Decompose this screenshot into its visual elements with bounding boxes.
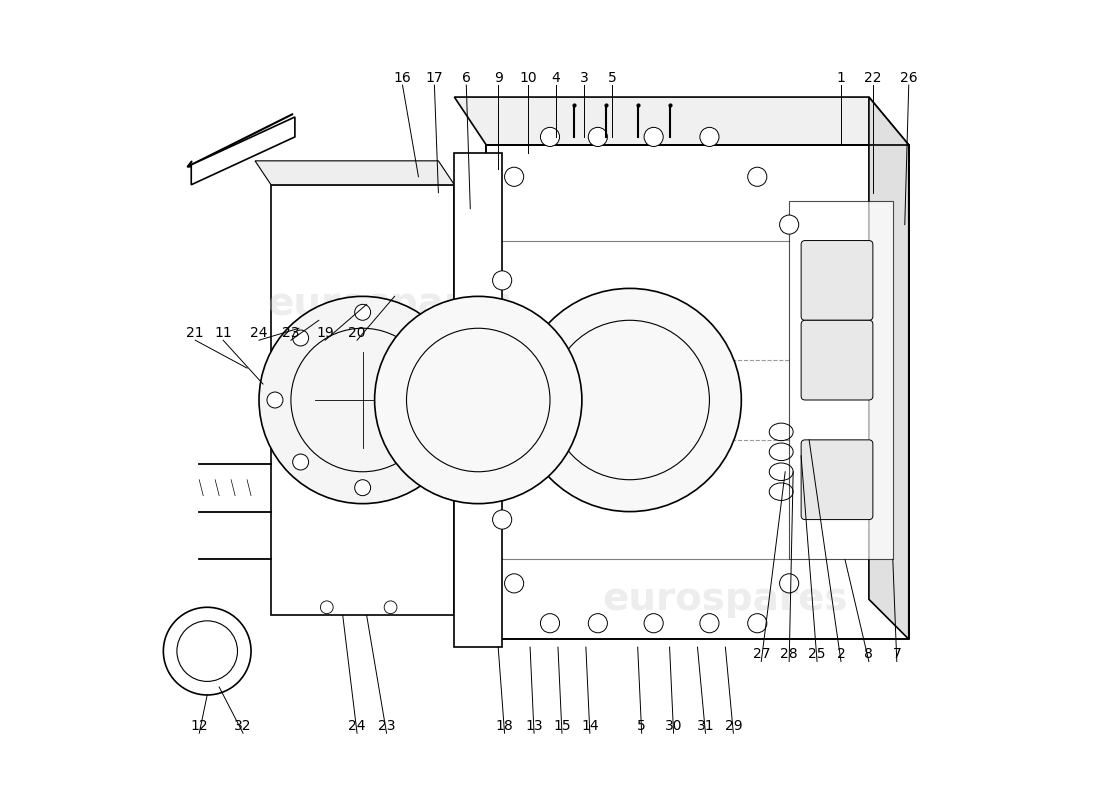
Circle shape <box>375 296 582 504</box>
Circle shape <box>505 167 524 186</box>
Text: 26: 26 <box>900 71 917 85</box>
Circle shape <box>354 304 371 320</box>
Text: 28: 28 <box>780 647 798 662</box>
Text: 17: 17 <box>426 71 443 85</box>
Circle shape <box>588 127 607 146</box>
Circle shape <box>588 614 607 633</box>
Circle shape <box>540 614 560 633</box>
Text: 6: 6 <box>462 71 471 85</box>
Text: 23: 23 <box>377 719 395 734</box>
Polygon shape <box>486 145 909 639</box>
Text: 8: 8 <box>865 647 873 662</box>
Circle shape <box>748 614 767 633</box>
Text: 29: 29 <box>725 719 742 734</box>
Text: 21: 21 <box>186 326 204 340</box>
Text: 11: 11 <box>214 326 232 340</box>
Polygon shape <box>191 117 295 185</box>
Circle shape <box>645 614 663 633</box>
Text: 7: 7 <box>892 647 901 662</box>
Circle shape <box>442 392 459 408</box>
Text: eurospares: eurospares <box>603 580 848 618</box>
Text: 12: 12 <box>190 719 208 734</box>
Circle shape <box>258 296 466 504</box>
Circle shape <box>748 167 767 186</box>
Text: 27: 27 <box>752 647 770 662</box>
Polygon shape <box>789 201 893 559</box>
FancyBboxPatch shape <box>801 241 873 320</box>
Polygon shape <box>454 97 909 145</box>
Text: 16: 16 <box>394 71 411 85</box>
Polygon shape <box>255 161 454 185</box>
Polygon shape <box>271 185 454 615</box>
FancyBboxPatch shape <box>801 440 873 519</box>
Text: 2: 2 <box>837 647 846 662</box>
Text: 31: 31 <box>696 719 714 734</box>
Text: 9: 9 <box>494 71 503 85</box>
Circle shape <box>700 614 719 633</box>
Circle shape <box>505 574 524 593</box>
FancyBboxPatch shape <box>801 320 873 400</box>
Text: eurospares: eurospares <box>267 286 514 323</box>
Text: 10: 10 <box>519 71 537 85</box>
Text: 22: 22 <box>865 71 881 85</box>
Text: 18: 18 <box>496 719 514 734</box>
Text: 4: 4 <box>551 71 560 85</box>
Text: 19: 19 <box>317 326 334 340</box>
Text: 5: 5 <box>637 719 646 734</box>
Circle shape <box>518 288 741 512</box>
Circle shape <box>293 330 309 346</box>
Circle shape <box>417 454 432 470</box>
Circle shape <box>320 601 333 614</box>
Circle shape <box>417 330 432 346</box>
Text: 13: 13 <box>525 719 543 734</box>
Text: 14: 14 <box>581 719 598 734</box>
Text: 20: 20 <box>349 326 366 340</box>
Circle shape <box>780 215 799 234</box>
Circle shape <box>645 127 663 146</box>
Text: 30: 30 <box>664 719 682 734</box>
Text: 24: 24 <box>349 719 366 734</box>
Text: 1: 1 <box>836 71 846 85</box>
Text: 23: 23 <box>283 326 299 340</box>
Text: 15: 15 <box>553 719 571 734</box>
Circle shape <box>163 607 251 695</box>
Circle shape <box>493 271 512 290</box>
Text: 3: 3 <box>580 71 588 85</box>
Circle shape <box>384 601 397 614</box>
Circle shape <box>293 454 309 470</box>
Polygon shape <box>869 97 909 639</box>
Circle shape <box>493 510 512 529</box>
Text: 24: 24 <box>251 326 267 340</box>
Text: 25: 25 <box>808 647 826 662</box>
Circle shape <box>354 480 371 496</box>
Text: 32: 32 <box>234 719 252 734</box>
Circle shape <box>267 392 283 408</box>
Circle shape <box>780 574 799 593</box>
Circle shape <box>700 127 719 146</box>
Polygon shape <box>454 153 503 647</box>
Text: 5: 5 <box>608 71 617 85</box>
Circle shape <box>540 127 560 146</box>
